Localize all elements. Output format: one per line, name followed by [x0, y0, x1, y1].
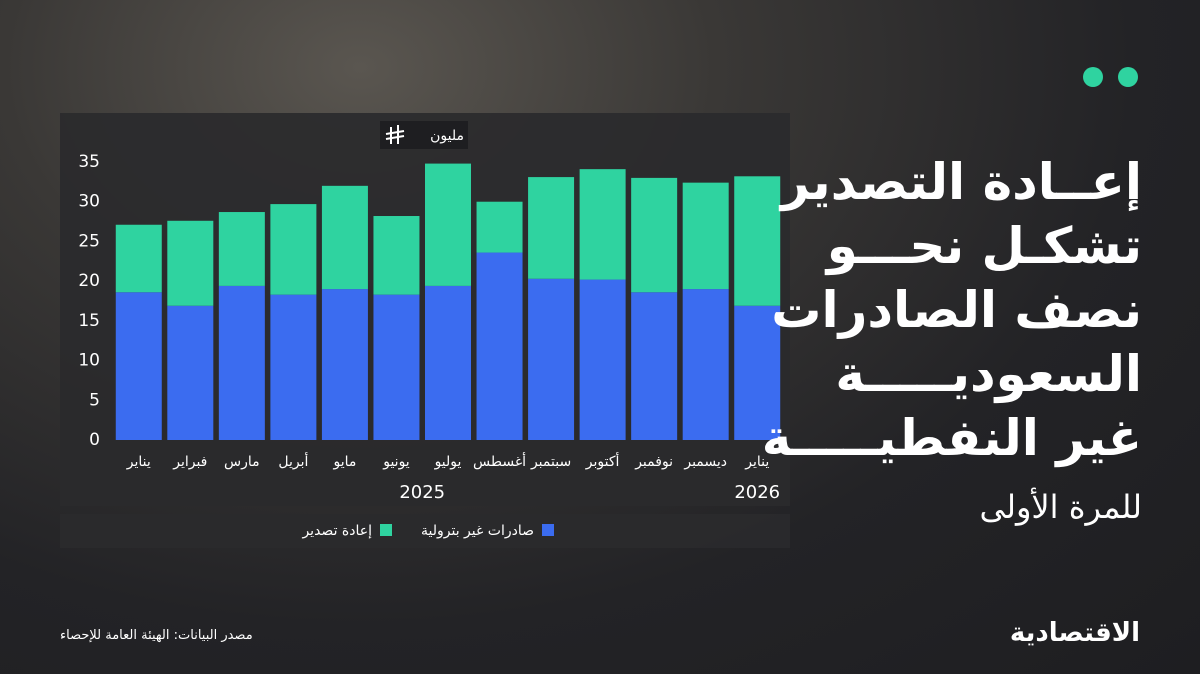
- y-tick-label: 5: [89, 390, 100, 410]
- bar-segment: [373, 294, 420, 440]
- title-line: غير النفطيـــــة: [761, 409, 1142, 467]
- x-tick-label: فبراير: [172, 454, 207, 470]
- bar-segment: [373, 216, 420, 295]
- bar-segment: [167, 220, 214, 306]
- y-tick-label: 10: [78, 351, 100, 371]
- title-line: نصف الصادرات: [771, 281, 1142, 339]
- y-tick-label: 25: [78, 231, 100, 251]
- bar-segment: [270, 294, 317, 440]
- bar-segment: [321, 289, 368, 440]
- title-line: إعــادة التصدير: [780, 153, 1142, 211]
- y-tick-label: 15: [78, 311, 100, 331]
- bar-segment: [425, 285, 471, 440]
- x-tick-label: أغسطس: [473, 452, 526, 470]
- x-tick-label: يوليو: [434, 454, 462, 470]
- bar-segment: [734, 176, 781, 306]
- source: مصدر البيانات: الهيئة العامة للإحصاء: [60, 628, 253, 643]
- y-tick-label: 20: [78, 271, 100, 291]
- dot: [1083, 67, 1103, 87]
- x-tick-label: نوفمبر: [634, 454, 673, 470]
- legend-swatch: [542, 524, 554, 536]
- bar-segment: [476, 201, 523, 253]
- bar-segment: [631, 292, 678, 440]
- x-tick-label: مايو: [332, 454, 356, 470]
- x-tick-label: أكتوبر: [585, 452, 620, 470]
- x-tick-label: يونيو: [382, 454, 410, 470]
- bar-segment: [218, 285, 265, 440]
- x-tick-label: يناير: [744, 454, 769, 470]
- title-line: السعوديـــــة: [835, 345, 1142, 403]
- bar-segment: [579, 279, 626, 440]
- unit-label: مليون: [430, 128, 464, 144]
- legend-swatch: [380, 524, 392, 536]
- unit-box: [380, 121, 468, 149]
- bar-segment: [682, 289, 729, 440]
- year-label: 2025: [399, 482, 445, 503]
- subtitle: للمرة الأولى: [979, 488, 1142, 526]
- y-tick-label: 0: [89, 430, 100, 450]
- bar-segment: [579, 169, 626, 280]
- dot: [1118, 67, 1138, 87]
- title-line: تشكـل نحـــو: [826, 217, 1142, 275]
- y-tick-label: 30: [78, 192, 100, 212]
- bar-segment: [682, 182, 729, 290]
- bar-segment: [321, 185, 368, 290]
- x-tick-label: أبريل: [278, 452, 308, 470]
- legend-label: إعادة تصدير: [301, 523, 372, 539]
- bar-segment: [528, 177, 575, 279]
- x-tick-label: ديسمبر: [683, 454, 727, 470]
- bar-segment: [115, 224, 162, 293]
- year-label: 2026: [734, 482, 780, 503]
- riyal-symbol: [385, 125, 405, 144]
- bar-segment: [425, 163, 471, 286]
- bar-segment: [218, 212, 265, 286]
- legend-label: صادرات غير بترولية: [421, 523, 534, 539]
- bar-segment: [528, 278, 575, 440]
- x-tick-label: يناير: [126, 454, 151, 470]
- title: إعــادة التصدير تشكـل نحـــو نصف الصادرات ا…: [762, 150, 1142, 470]
- bar-segment: [270, 204, 317, 295]
- y-tick-label: 35: [78, 152, 100, 172]
- bar-segment: [476, 252, 523, 440]
- x-tick-label: سبتمبر: [530, 454, 571, 470]
- x-tick-label: مارس: [224, 454, 260, 470]
- bar-segment: [631, 177, 678, 293]
- legend-panel: [60, 514, 790, 548]
- bar-segment: [167, 305, 214, 440]
- bar-segment: [115, 292, 162, 440]
- bar-segment: [734, 305, 781, 440]
- logo: الاقتصادية: [1009, 618, 1140, 648]
